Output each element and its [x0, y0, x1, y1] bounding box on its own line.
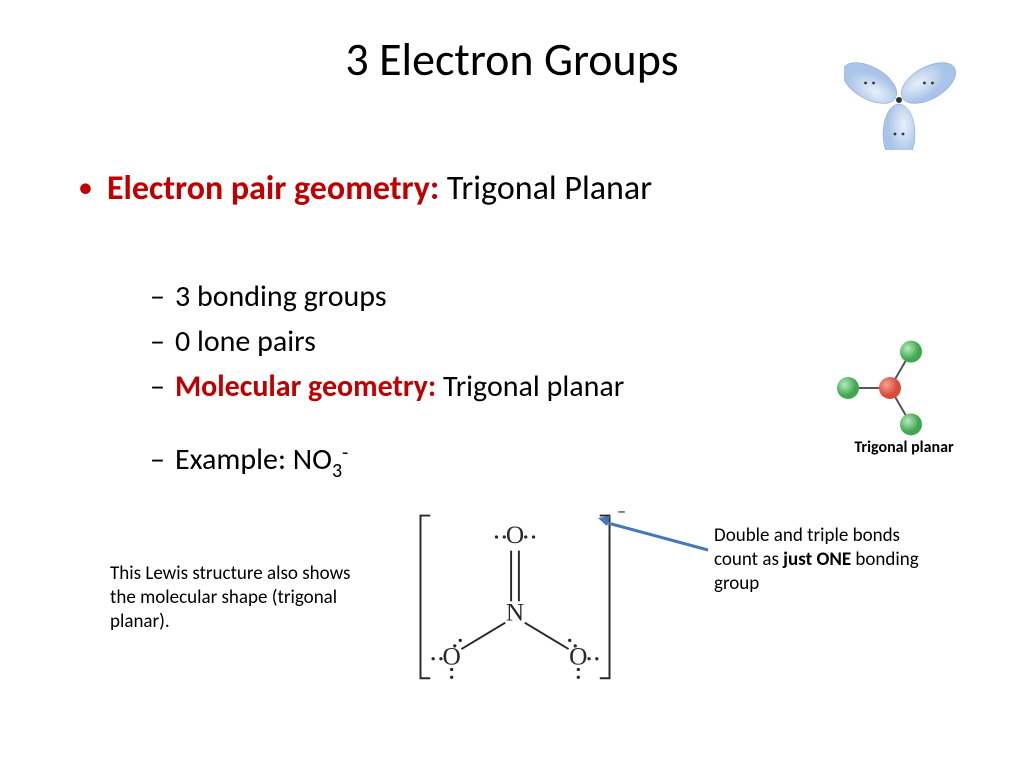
sub-item-bonding: –3 bonding groups — [150, 278, 624, 315]
sub-item-example-text: Example: NO — [175, 441, 332, 478]
sub-item-example: –Example: NO3- — [150, 441, 624, 478]
superscript-minus: - — [342, 441, 348, 465]
slide-root: 3 Electron Groups • Electron pair geomet… — [0, 0, 1024, 768]
svg-text:O: O — [443, 643, 461, 671]
main-bullet-value: Trigonal Planar — [439, 168, 652, 209]
callout-bold: just ONE — [783, 548, 851, 571]
callout-arrow-icon — [588, 508, 718, 558]
sub-item-lonepairs-text: 0 lone pairs — [175, 323, 316, 360]
trigonal-planar-diagram — [830, 318, 980, 458]
sub-item-molecular-value: Trigonal planar — [436, 368, 624, 405]
sub-item-bonding-text: 3 bonding groups — [175, 278, 387, 315]
subscript-3: 3 — [332, 459, 342, 483]
svg-text:O: O — [569, 643, 587, 671]
bullet-icon: • — [78, 173, 93, 203]
sub-item-lonepairs: –0 lone pairs — [150, 323, 624, 360]
svg-text:O: O — [506, 521, 524, 549]
trigonal-caption: Trigonal planar — [834, 438, 974, 457]
sub-list: –3 bonding groups –0 lone pairs –Molecul… — [150, 278, 624, 486]
main-bullet-label: Electron pair geometry: — [107, 168, 439, 209]
sub-item-molecular-label: Molecular geometry: — [175, 368, 436, 405]
orbital-diagram — [844, 30, 994, 150]
bond-callout: Double and triple bonds count as just ON… — [714, 524, 944, 595]
lewis-note: This Lewis structure also shows the mole… — [110, 562, 380, 633]
svg-text:N: N — [506, 599, 524, 627]
main-bullet: • Electron pair geometry: Trigonal Plana… — [78, 168, 652, 209]
sub-item-molecular: –Molecular geometry: Trigonal planar — [150, 368, 624, 405]
